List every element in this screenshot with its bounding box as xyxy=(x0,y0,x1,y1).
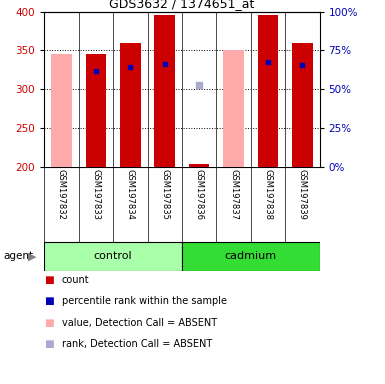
Text: control: control xyxy=(94,251,132,262)
Text: ■: ■ xyxy=(44,318,54,328)
Title: GDS3632 / 1374651_at: GDS3632 / 1374651_at xyxy=(109,0,254,10)
Text: count: count xyxy=(62,275,89,285)
Text: value, Detection Call = ABSENT: value, Detection Call = ABSENT xyxy=(62,318,217,328)
Text: GSM197838: GSM197838 xyxy=(263,169,273,220)
Bar xyxy=(44,242,182,271)
Text: GSM197836: GSM197836 xyxy=(194,169,204,220)
Text: GSM197834: GSM197834 xyxy=(126,169,135,220)
Text: GSM197832: GSM197832 xyxy=(57,169,66,220)
Text: GSM197835: GSM197835 xyxy=(160,169,169,220)
Text: ■: ■ xyxy=(44,296,54,306)
Text: ■: ■ xyxy=(44,339,54,349)
Text: GSM197833: GSM197833 xyxy=(91,169,100,220)
Bar xyxy=(258,15,278,167)
Text: agent: agent xyxy=(4,251,34,262)
Text: ■: ■ xyxy=(44,275,54,285)
Bar xyxy=(223,50,244,167)
Bar xyxy=(154,15,175,167)
Bar xyxy=(292,43,313,167)
Text: GSM197837: GSM197837 xyxy=(229,169,238,220)
Text: GSM197839: GSM197839 xyxy=(298,169,307,220)
Text: ▶: ▶ xyxy=(28,251,37,262)
Bar xyxy=(120,43,141,167)
Bar xyxy=(182,242,320,271)
Text: rank, Detection Call = ABSENT: rank, Detection Call = ABSENT xyxy=(62,339,212,349)
Bar xyxy=(189,164,209,167)
Bar xyxy=(51,54,72,167)
Bar xyxy=(85,54,106,167)
Text: percentile rank within the sample: percentile rank within the sample xyxy=(62,296,227,306)
Text: cadmium: cadmium xyxy=(225,251,277,262)
